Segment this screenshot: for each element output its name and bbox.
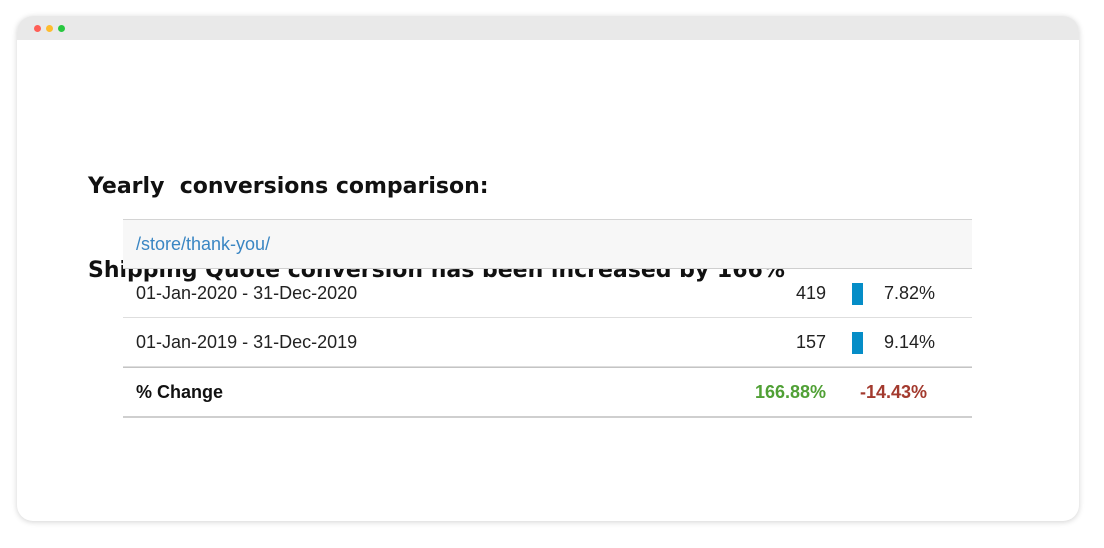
- rate-bar: [852, 283, 863, 305]
- date-range-label: 01-Jan-2020 - 31-Dec-2020: [136, 283, 358, 303]
- rate-change-value: -14.43%: [859, 382, 927, 402]
- heading-line-1: Yearly conversions comparison:: [88, 174, 489, 199]
- rate-bar: [852, 332, 863, 354]
- table-header-row: /store/thank-you/: [123, 220, 972, 269]
- conversion-rate-value: 9.14%: [883, 332, 935, 352]
- conversion-rate-value: 7.82%: [883, 283, 935, 303]
- conversions-table: /store/thank-you/ 01-Jan-2020 - 31-Dec-2…: [123, 219, 972, 418]
- conversions-change-value: 166.88%: [754, 382, 826, 402]
- close-window-dot[interactable]: [34, 25, 41, 32]
- page-path-link[interactable]: /store/thank-you/: [136, 234, 271, 254]
- conversions-value: 419: [795, 283, 826, 303]
- conversions-value: 157: [795, 332, 826, 352]
- percent-change-row: % Change 166.88% -14.43%: [123, 367, 972, 418]
- window-titlebar: [17, 16, 1079, 40]
- minimize-window-dot[interactable]: [46, 25, 53, 32]
- date-range-label: 01-Jan-2019 - 31-Dec-2019: [136, 332, 358, 352]
- browser-window: Yearly conversions comparison: Shipping …: [17, 16, 1079, 521]
- table-row: 01-Jan-2019 - 31-Dec-2019 157 9.14%: [123, 318, 972, 367]
- percent-change-label: % Change: [136, 382, 224, 402]
- maximize-window-dot[interactable]: [58, 25, 65, 32]
- table-row: 01-Jan-2020 - 31-Dec-2020 419 7.82%: [123, 269, 972, 318]
